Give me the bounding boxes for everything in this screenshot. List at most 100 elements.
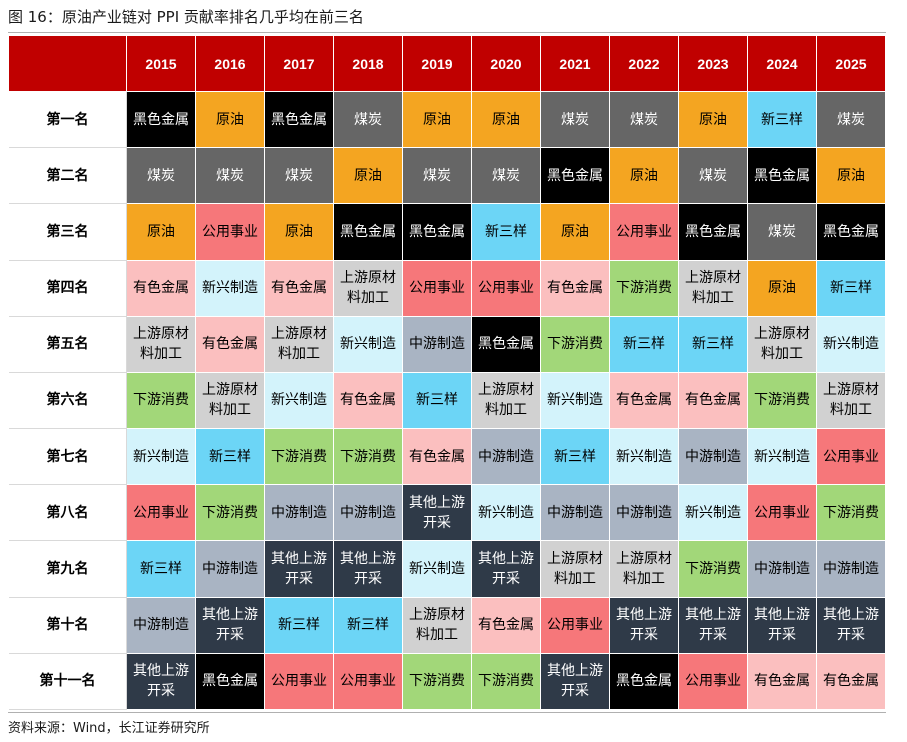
rank-cell: 公用事业 [541,597,610,654]
year-header: 2018 [334,36,403,92]
rank-cell: 上游原材 料加工 [610,541,679,598]
rank-cell: 新三样 [472,204,541,261]
rank-cell: 下游消费 [541,316,610,373]
year-header: 2020 [472,36,541,92]
rank-label: 第八名 [9,485,127,542]
rank-cell: 新兴制造 [817,316,886,373]
rank-cell: 下游消费 [748,372,817,430]
footer-divider [8,712,886,713]
rank-cell: 新兴制造 [610,429,679,486]
rank-cell: 下游消费 [472,653,541,710]
rank-cell: 煤炭 [403,148,472,205]
rank-cell: 其他上游 开采 [127,653,196,710]
rank-cell: 黑色金属 [679,204,748,261]
rank-cell: 黑色金属 [610,653,679,710]
rank-cell: 黑色金属 [817,204,886,261]
rank-cell: 上游原材 料加工 [334,260,403,317]
rank-cell: 新三样 [403,372,472,430]
rank-cell: 新兴制造 [748,429,817,486]
rank-cell: 有色金属 [472,597,541,654]
rank-cell: 公用事业 [610,204,679,261]
rank-cell: 上游原材 料加工 [679,260,748,317]
rank-cell: 新三样 [610,316,679,373]
rank-cell: 其他上游 开采 [265,541,334,598]
rank-cell: 新兴制造 [127,429,196,486]
rank-cell: 煤炭 [610,92,679,149]
rank-cell: 有色金属 [403,429,472,486]
rank-cell: 下游消费 [610,260,679,317]
rank-cell: 煤炭 [265,148,334,205]
rank-cell: 有色金属 [334,372,403,430]
rank-cell: 新兴制造 [265,372,334,430]
source-note: 资料来源：Wind，长江证券研究所 [8,721,210,736]
rank-cell: 中游制造 [403,316,472,373]
rank-cell: 上游原材 料加工 [196,372,265,430]
rank-cell: 原油 [265,204,334,261]
rank-cell: 新三样 [679,316,748,373]
rank-cell: 其他上游 开采 [679,597,748,654]
rank-cell: 黑色金属 [127,92,196,149]
rank-cell: 公用事业 [334,653,403,710]
rank-cell: 新兴制造 [334,316,403,373]
rank-cell: 中游制造 [472,429,541,486]
rank-cell: 中游制造 [196,541,265,598]
rank-label: 第四名 [9,260,127,317]
rank-cell: 原油 [334,148,403,205]
rank-cell: 煤炭 [817,92,886,149]
rank-cell: 有色金属 [265,260,334,317]
rank-cell: 其他上游 开采 [472,541,541,598]
rank-cell: 原油 [817,148,886,205]
rank-cell: 公用事业 [196,204,265,261]
rank-cell: 原油 [610,148,679,205]
rank-cell: 有色金属 [679,372,748,430]
rank-cell: 煤炭 [541,92,610,149]
rank-cell: 其他上游 开采 [196,597,265,654]
rank-cell: 其他上游 开采 [817,597,886,654]
rank-cell: 新兴制造 [541,372,610,430]
rank-label: 第七名 [9,429,127,486]
rank-cell: 原油 [127,204,196,261]
year-header: 2015 [127,36,196,92]
year-header: 2025 [817,36,886,92]
rank-cell: 公用事业 [472,260,541,317]
year-header: 2022 [610,36,679,92]
rank-cell: 有色金属 [748,653,817,710]
rank-cell: 下游消费 [265,429,334,486]
year-header: 2021 [541,36,610,92]
rank-cell: 其他上游 开采 [403,485,472,542]
rank-cell: 上游原材 料加工 [748,316,817,373]
rank-cell: 煤炭 [196,148,265,205]
rank-cell: 原油 [472,92,541,149]
rank-cell: 黑色金属 [196,653,265,710]
rank-cell: 上游原材 料加工 [127,316,196,373]
rank-cell: 有色金属 [817,653,886,710]
rank-cell: 下游消费 [679,541,748,598]
rank-cell: 煤炭 [334,92,403,149]
rank-cell: 中游制造 [127,597,196,654]
rank-cell: 有色金属 [541,260,610,317]
rank-cell: 煤炭 [472,148,541,205]
rank-cell: 中游制造 [541,485,610,542]
rank-cell: 上游原材 料加工 [817,372,886,430]
rank-cell: 中游制造 [817,541,886,598]
rank-cell: 煤炭 [127,148,196,205]
rank-cell: 其他上游 开采 [334,541,403,598]
rank-cell: 下游消费 [334,429,403,486]
rank-cell: 公用事业 [679,653,748,710]
rank-cell: 下游消费 [127,372,196,430]
ranking-table: 2015 2016 2017 2018 2019 2020 2021 2022 2023 2024… [9,36,886,710]
rank-label: 第一名 [9,92,127,149]
rank-cell: 新兴制造 [472,485,541,542]
rank-cell: 黑色金属 [472,316,541,373]
year-header: 2016 [196,36,265,92]
rank-cell: 中游制造 [610,485,679,542]
rank-cell: 新兴制造 [403,541,472,598]
rank-label: 第六名 [9,372,127,430]
rank-label: 第三名 [9,204,127,261]
rank-cell: 黑色金属 [334,204,403,261]
rank-cell: 公用事业 [127,485,196,542]
rank-cell: 新三样 [541,429,610,486]
rank-cell: 新三样 [196,429,265,486]
rank-cell: 有色金属 [610,372,679,430]
rank-cell: 黑色金属 [541,148,610,205]
